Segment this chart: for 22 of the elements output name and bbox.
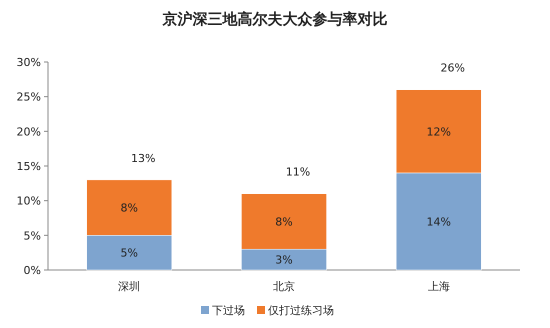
total-label: 13% bbox=[131, 152, 156, 165]
total-label: 11% bbox=[286, 166, 310, 179]
total-label: 26% bbox=[440, 62, 465, 75]
data-label: 12% bbox=[426, 125, 451, 138]
chart-title: 京沪深三地高尔夫大众参与率对比 bbox=[162, 10, 388, 28]
y-tick-label: 5% bbox=[24, 229, 41, 242]
legend-label: 仅打过练习场 bbox=[268, 304, 334, 317]
y-tick-label: 25% bbox=[16, 90, 41, 104]
y-tick-label: 0% bbox=[24, 264, 41, 277]
x-tick-label: 上海 bbox=[428, 280, 450, 293]
y-tick-label: 10% bbox=[16, 194, 41, 208]
data-label: 5% bbox=[120, 246, 138, 260]
y-tick-label: 20% bbox=[16, 125, 41, 138]
data-label: 14% bbox=[426, 215, 451, 228]
data-label: 8% bbox=[275, 215, 293, 228]
x-tick-label: 北京 bbox=[273, 280, 295, 293]
y-tick-label: 30% bbox=[16, 56, 41, 69]
data-label: 3% bbox=[275, 254, 293, 267]
legend-label: 下过场 bbox=[212, 304, 245, 317]
y-tick-label: 15% bbox=[16, 160, 41, 173]
x-tick-label: 深圳 bbox=[118, 280, 140, 293]
data-label: 8% bbox=[120, 202, 138, 215]
